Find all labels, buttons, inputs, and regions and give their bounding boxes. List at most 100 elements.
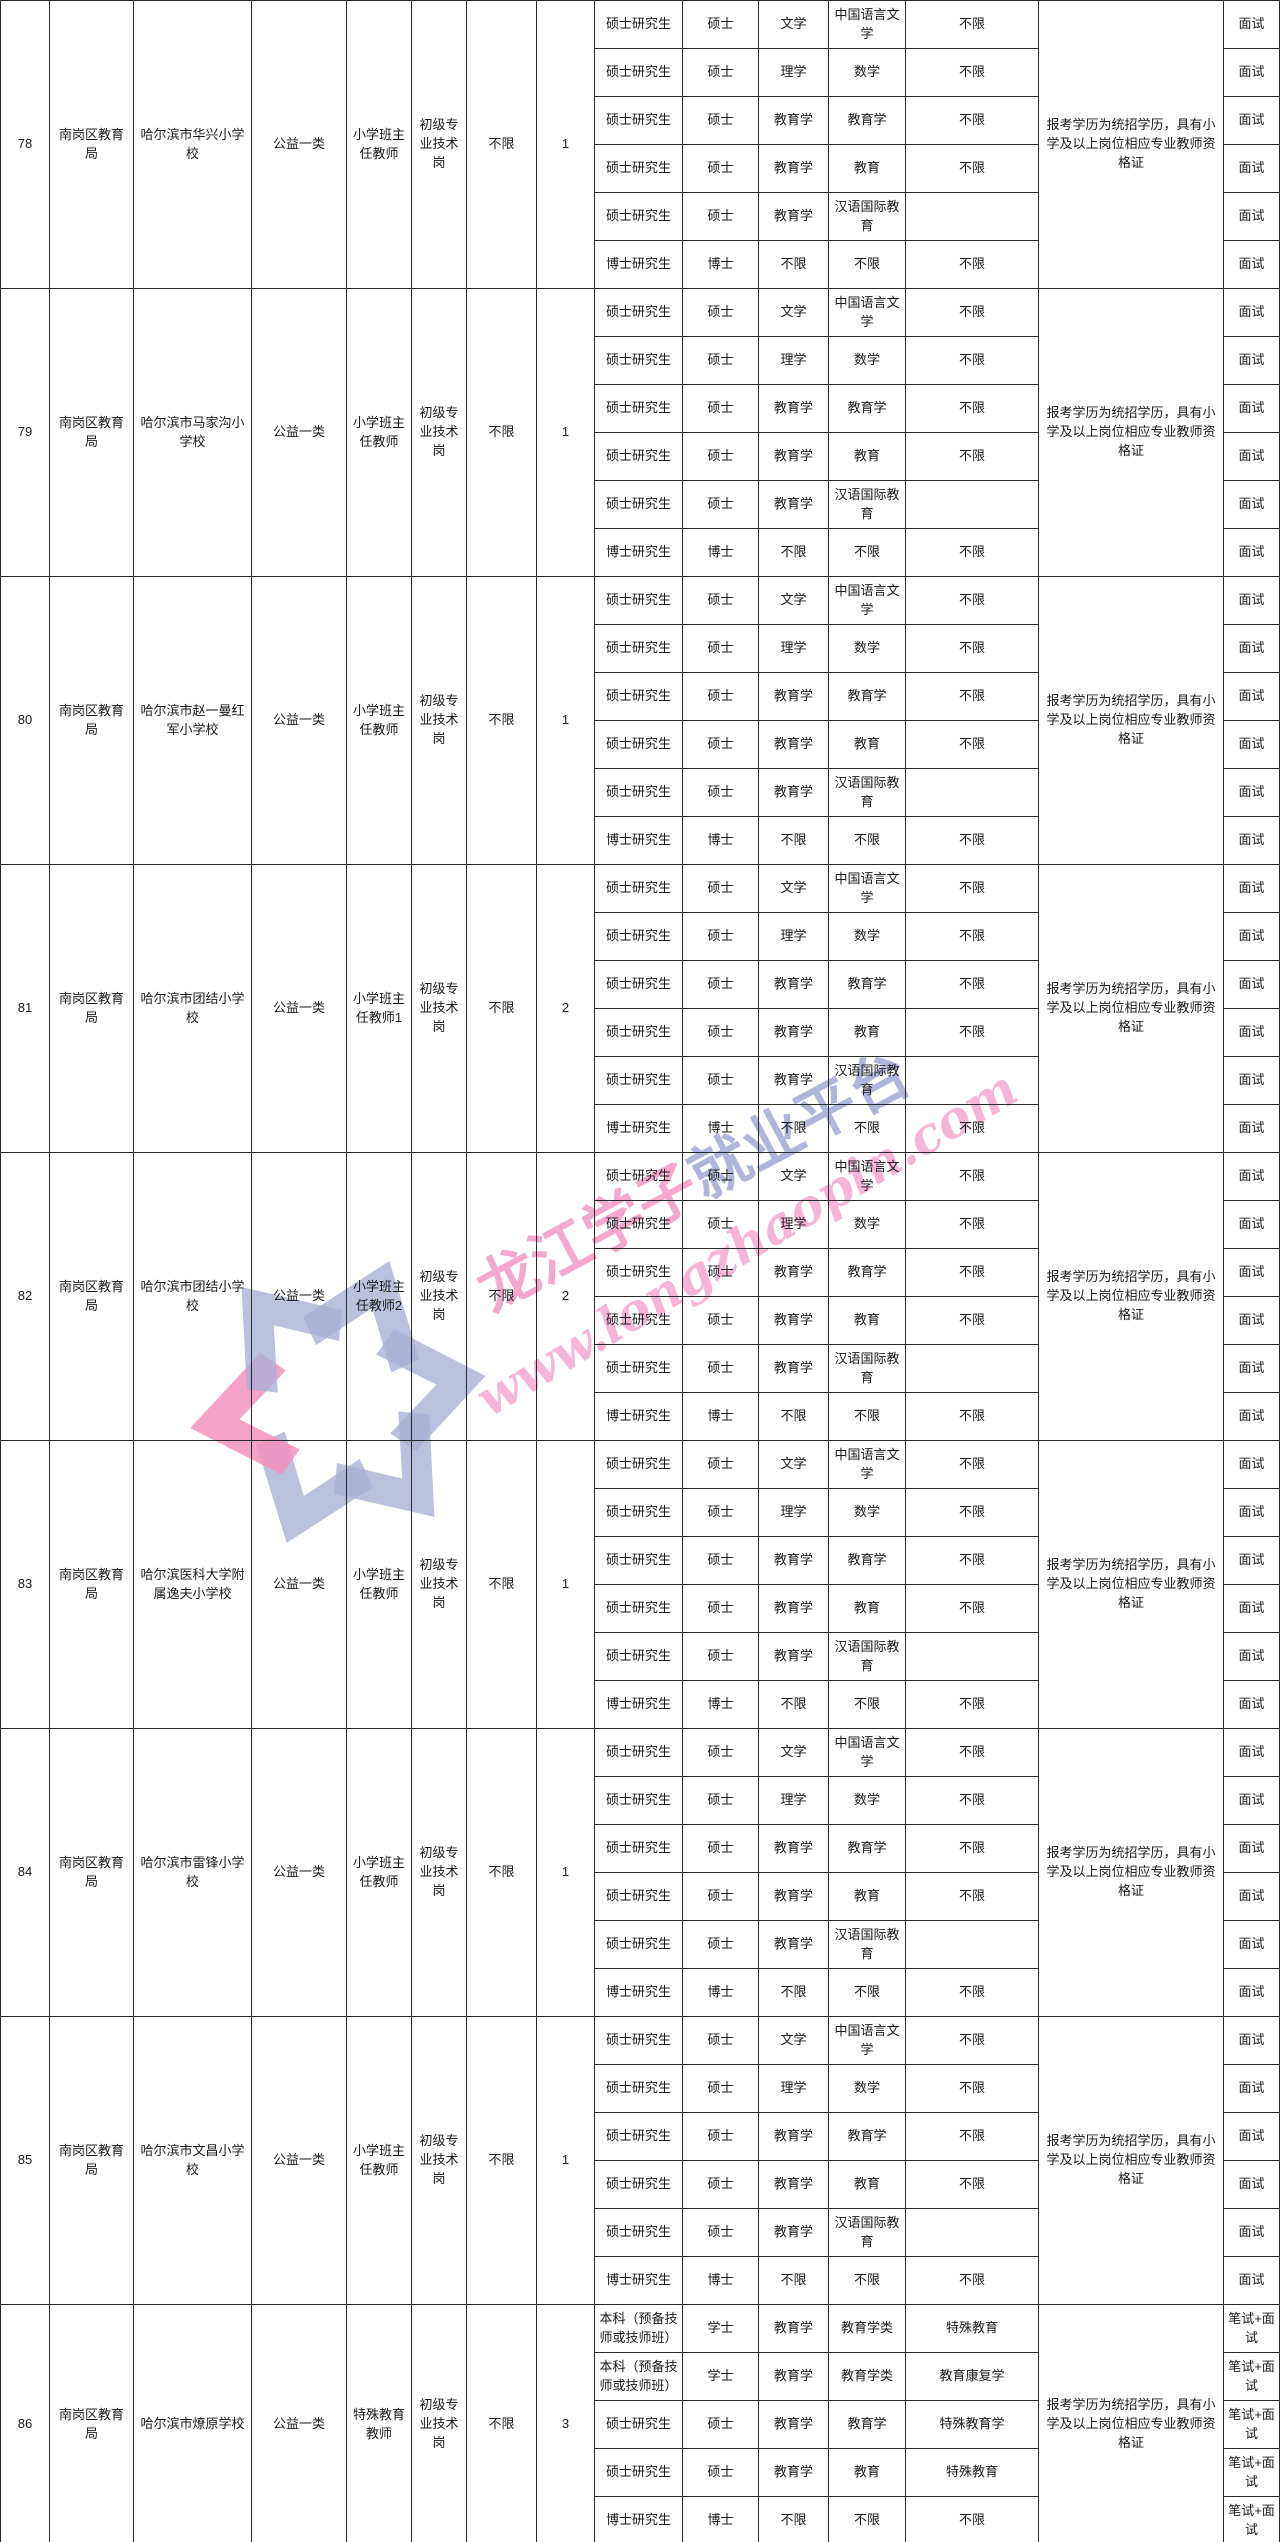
major-cell: 中国语言文学: [828, 576, 906, 625]
category-cell: 不限: [758, 2256, 829, 2305]
table-row: 硕士研究生 硕士 理学 数学 不限 面试: [1, 912, 1280, 961]
category-cell: 教育学: [758, 672, 829, 721]
major-cell: 教育: [828, 1584, 906, 1633]
other-spec-cell: 不限: [905, 912, 1039, 961]
degree-cell: 硕士: [682, 192, 759, 241]
category-cell: 理学: [758, 624, 829, 673]
degree-cell: 硕士: [682, 2208, 759, 2257]
degree-cell: 硕士: [682, 336, 759, 385]
major-cell: 数学: [828, 2064, 906, 2113]
exam-type-cell: 面试: [1223, 1632, 1280, 1681]
major-cell: 不限: [828, 1968, 906, 2017]
degree-cell: 硕士: [682, 912, 759, 961]
other-spec-cell: 不限: [905, 720, 1039, 769]
headcount-cell: 1: [536, 0, 595, 289]
table-row: 博士研究生 博士 不限 不限 不限 面试: [1, 1680, 1280, 1729]
category-cell: 教育学: [758, 1872, 829, 1921]
exam-type-cell: 面试: [1223, 1008, 1280, 1057]
other-spec-cell: 不限: [905, 1248, 1039, 1297]
category-cell: 文学: [758, 1152, 829, 1201]
table-row: 85 南岗区教育局 哈尔滨市文昌小学校 公益一类 小学班主任教师 初级专业技术岗 不限 1 硕士…: [0, 2016, 1280, 2305]
exam-type-cell: 面试: [1223, 1296, 1280, 1345]
other-spec-cell: 不限: [905, 1776, 1039, 1825]
exam-type-cell: 面试: [1223, 1152, 1280, 1201]
exam-type-cell: 面试: [1223, 384, 1280, 433]
table-row: 82 南岗区教育局 哈尔滨市团结小学校 公益一类 小学班主任教师2 初级专业技术岗 不限 2 硕…: [0, 1152, 1280, 1441]
other-spec-cell: 不限: [905, 96, 1039, 145]
serial-number-cell: 79: [0, 288, 50, 577]
degree-cell: 硕士: [682, 1056, 759, 1105]
exam-type-cell: 笔试+面试: [1223, 2496, 1280, 2542]
exam-type-cell: 面试: [1223, 2160, 1280, 2209]
category-cell: 教育学: [758, 2160, 829, 2209]
serial-number-cell: 81: [0, 864, 50, 1153]
other-spec-cell: 不限: [905, 1008, 1039, 1057]
category-cell: 教育学: [758, 1824, 829, 1873]
requirement-cell: 报考学历为统招学历，具有小学及以上岗位相应专业教师资格证: [1038, 2304, 1224, 2542]
table-row: 硕士研究生 硕士 教育学 教育学 特殊教育学 笔试+面试: [1, 2400, 1280, 2449]
other-spec-cell: 不限: [905, 1536, 1039, 1585]
table-row: 硕士研究生 硕士 教育学 教育 不限 面试: [1, 720, 1280, 769]
category-cell: 不限: [758, 1968, 829, 2017]
other-spec-cell: 不限: [905, 0, 1039, 49]
serial-number-cell: 85: [0, 2016, 50, 2305]
headcount-cell: 1: [536, 2016, 595, 2305]
degree-cell: 硕士: [682, 1248, 759, 1297]
other-spec-cell: 不限: [905, 2160, 1039, 2209]
degree-cell: 硕士: [682, 1824, 759, 1873]
school-cell: 哈尔滨市团结小学校: [133, 864, 252, 1153]
education-cell: 硕士研究生: [594, 1632, 683, 1681]
bureau-cell: 南岗区教育局: [49, 864, 134, 1153]
major-cell: 汉语国际教育: [828, 1920, 906, 1969]
major-cell: 不限: [828, 2496, 906, 2542]
age-limit-cell: 不限: [466, 2304, 537, 2542]
education-cell: 博士研究生: [594, 1104, 683, 1153]
exam-type-cell: 笔试+面试: [1223, 2448, 1280, 2497]
education-cell: 硕士研究生: [594, 2112, 683, 2161]
degree-cell: 硕士: [682, 1776, 759, 1825]
degree-cell: 硕士: [682, 480, 759, 529]
exam-type-cell: 面试: [1223, 2016, 1280, 2065]
bureau-cell: 南岗区教育局: [49, 0, 134, 289]
degree-cell: 硕士: [682, 1200, 759, 1249]
table-row: 博士研究生 博士 不限 不限 不限 面试: [1, 1104, 1280, 1153]
category-cell: 文学: [758, 1440, 829, 1489]
other-spec-cell: 不限: [905, 2496, 1039, 2542]
age-limit-cell: 不限: [466, 1440, 537, 1729]
category-cell: 教育学: [758, 1008, 829, 1057]
table-row: 硕士研究生 硕士 教育学 教育 不限 面试: [1, 1296, 1280, 1345]
other-spec-cell: 不限: [905, 960, 1039, 1009]
table-row: 79 南岗区教育局 哈尔滨市马家沟小学校 公益一类 小学班主任教师 初级专业技术岗 不限 1 硕…: [0, 288, 1280, 577]
category-cell: 文学: [758, 0, 829, 49]
serial-number-cell: 82: [0, 1152, 50, 1441]
education-cell: 硕士研究生: [594, 912, 683, 961]
headcount-cell: 3: [536, 2304, 595, 2542]
post-level-cell: 初级专业技术岗: [411, 2304, 467, 2542]
degree-cell: 硕士: [682, 2112, 759, 2161]
position-cell: 小学班主任教师: [346, 1728, 412, 2017]
bureau-cell: 南岗区教育局: [49, 1728, 134, 2017]
school-cell: 哈尔滨市华兴小学校: [133, 0, 252, 289]
degree-cell: 硕士: [682, 0, 759, 49]
category-cell: 理学: [758, 2064, 829, 2113]
major-cell: 不限: [828, 1680, 906, 1729]
degree-cell: 硕士: [682, 2448, 759, 2497]
exam-type-cell: 面试: [1223, 1536, 1280, 1585]
education-cell: 硕士研究生: [594, 720, 683, 769]
education-cell: 硕士研究生: [594, 768, 683, 817]
category-cell: 教育学: [758, 144, 829, 193]
other-spec-cell: [905, 1056, 1039, 1105]
exam-type-cell: 面试: [1223, 192, 1280, 241]
education-cell: 硕士研究生: [594, 480, 683, 529]
major-cell: 汉语国际教育: [828, 192, 906, 241]
major-cell: 中国语言文学: [828, 288, 906, 337]
category-cell: 教育学: [758, 1584, 829, 1633]
bureau-cell: 南岗区教育局: [49, 1440, 134, 1729]
table-row: 硕士研究生 硕士 教育学 教育 不限 面试: [1, 2160, 1280, 2209]
degree-cell: 学士: [682, 2352, 759, 2401]
unit-type-cell: 公益一类: [251, 0, 347, 289]
education-cell: 博士研究生: [594, 2496, 683, 2542]
bureau-cell: 南岗区教育局: [49, 288, 134, 577]
major-cell: 数学: [828, 336, 906, 385]
unit-type-cell: 公益一类: [251, 2016, 347, 2305]
